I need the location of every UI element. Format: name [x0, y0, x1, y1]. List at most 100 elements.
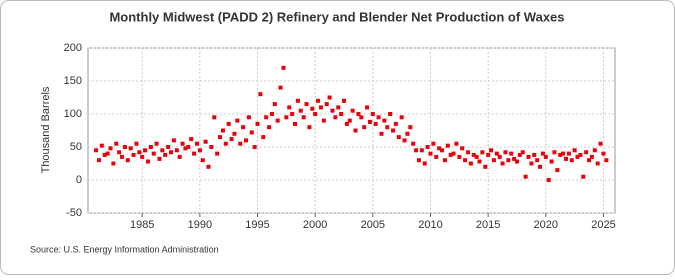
- point: [284, 115, 289, 120]
- point: [506, 158, 511, 163]
- point: [229, 137, 234, 142]
- point: [405, 131, 410, 136]
- point: [491, 158, 496, 163]
- point: [454, 141, 459, 146]
- point: [163, 152, 168, 157]
- point: [261, 135, 266, 140]
- point: [561, 151, 566, 156]
- point: [497, 154, 502, 159]
- point: [154, 141, 159, 146]
- point: [292, 121, 297, 126]
- point: [206, 164, 211, 169]
- point: [223, 141, 228, 146]
- point: [425, 145, 430, 149]
- point: [327, 95, 332, 100]
- point: [546, 178, 551, 182]
- point: [549, 159, 554, 164]
- point: [344, 121, 349, 126]
- point: [252, 145, 257, 149]
- point: [434, 154, 439, 159]
- point: [316, 98, 321, 103]
- point: [145, 159, 150, 164]
- point: [295, 98, 300, 103]
- point: [396, 135, 401, 140]
- point: [411, 141, 416, 146]
- point: [468, 161, 473, 166]
- point: [584, 150, 589, 155]
- point: [428, 151, 433, 156]
- point: [356, 112, 361, 116]
- point: [402, 138, 407, 143]
- plot-area: [87, 47, 616, 214]
- point: [414, 148, 419, 153]
- point: [442, 158, 447, 163]
- point: [102, 152, 107, 157]
- point: [529, 161, 534, 166]
- point: [194, 141, 199, 146]
- point: [581, 174, 586, 179]
- x-tick-label: 2015: [476, 219, 500, 231]
- point: [99, 143, 104, 148]
- point: [122, 145, 127, 149]
- point: [215, 151, 220, 156]
- point: [526, 154, 531, 159]
- point: [538, 164, 543, 169]
- point: [595, 161, 600, 166]
- point: [359, 115, 364, 120]
- x-tick-label: 2020: [534, 219, 558, 231]
- point: [310, 106, 315, 111]
- point: [382, 118, 387, 123]
- point: [140, 154, 145, 159]
- point: [376, 115, 381, 120]
- point: [523, 174, 528, 179]
- point: [131, 152, 136, 157]
- point: [532, 152, 537, 157]
- point: [180, 141, 185, 146]
- point: [471, 152, 476, 157]
- point: [220, 128, 225, 133]
- point: [362, 125, 367, 130]
- point: [117, 150, 122, 155]
- point: [278, 85, 283, 90]
- point: [203, 139, 208, 144]
- y-tick-label: 0: [76, 174, 82, 186]
- point: [365, 105, 370, 110]
- point: [500, 161, 505, 166]
- point: [477, 159, 482, 164]
- x-tick-label: 1985: [130, 219, 154, 231]
- point: [298, 108, 303, 113]
- point: [143, 148, 148, 153]
- point: [342, 98, 347, 103]
- point: [451, 151, 456, 156]
- point: [275, 118, 280, 123]
- point: [241, 125, 246, 130]
- point: [440, 148, 445, 153]
- point: [183, 146, 188, 151]
- point: [148, 145, 153, 149]
- point: [350, 108, 355, 113]
- point: [189, 137, 194, 142]
- point: [226, 121, 231, 126]
- point: [575, 154, 580, 159]
- point: [336, 105, 341, 110]
- point: [272, 102, 277, 107]
- point: [373, 121, 378, 126]
- point: [258, 92, 263, 97]
- point: [385, 125, 390, 130]
- point: [512, 156, 517, 161]
- point: [177, 154, 182, 159]
- point: [416, 158, 421, 163]
- y-tick-label: 100: [64, 108, 82, 120]
- point: [445, 143, 450, 148]
- point: [174, 148, 179, 153]
- point: [463, 158, 468, 163]
- point: [437, 146, 442, 151]
- point: [307, 125, 312, 130]
- y-tick-label: 50: [70, 141, 82, 153]
- point: [552, 150, 557, 155]
- source-note: Source: U.S. Energy Information Administ…: [30, 244, 219, 254]
- point: [457, 154, 462, 159]
- point: [324, 102, 329, 107]
- point: [249, 130, 254, 135]
- x-tick-label: 1995: [245, 219, 269, 231]
